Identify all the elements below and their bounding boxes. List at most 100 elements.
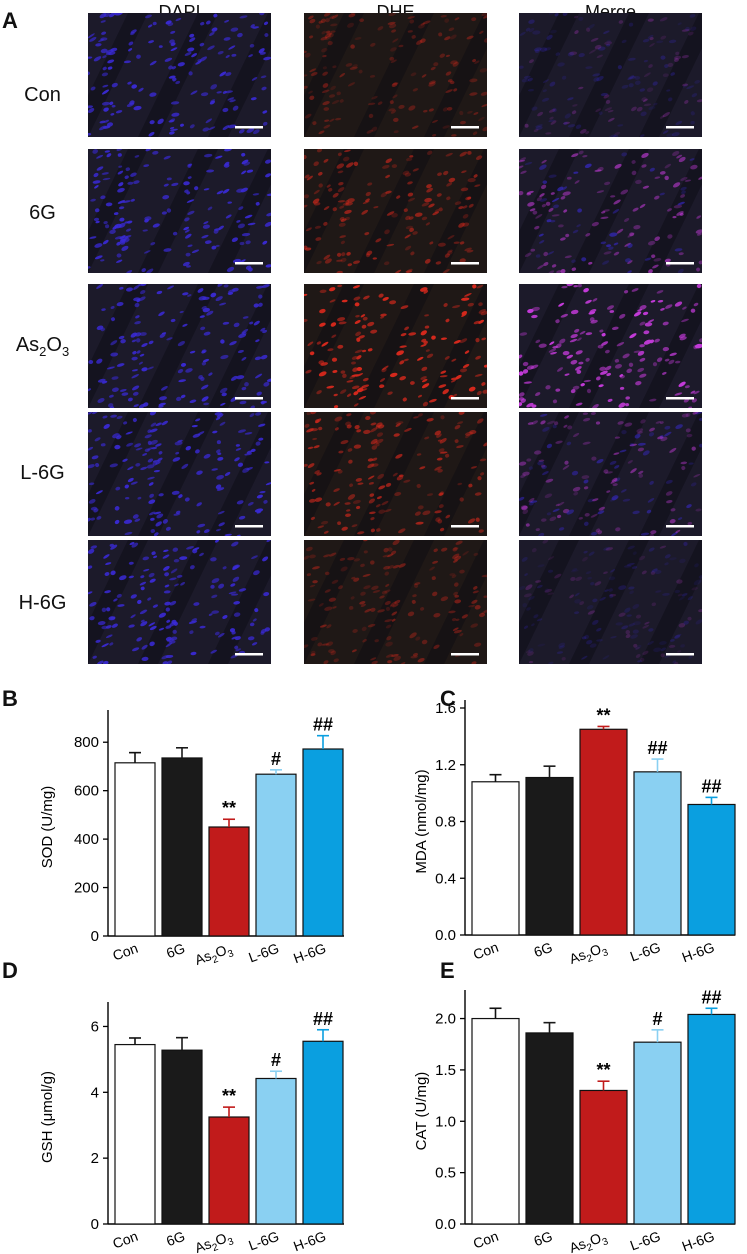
x-tick-label: H-6G xyxy=(291,1228,328,1254)
panel-c-letter: C xyxy=(440,686,456,711)
scale-bar xyxy=(666,653,694,656)
significance-label: ## xyxy=(701,987,721,1007)
y-tick-label: 600 xyxy=(74,783,99,800)
x-tick-label: L-6G xyxy=(628,1228,663,1254)
y-tick-label: 0.4 xyxy=(435,870,456,887)
row-label-h-6g: H-6G xyxy=(18,592,67,614)
bar-h-6g xyxy=(302,1040,344,1225)
y-tick-label: 1.5 xyxy=(435,1062,456,1079)
significance-label: # xyxy=(652,1009,662,1029)
x-tick-label: Con xyxy=(471,939,501,963)
x-tick-label: Con xyxy=(110,1228,140,1252)
y-tick-label: 1.0 xyxy=(435,1113,456,1130)
micrograph-dapi-row-5 xyxy=(88,540,271,664)
scale-bar xyxy=(451,525,479,528)
significance-label: ** xyxy=(596,1060,610,1080)
x-tick-label: 6G xyxy=(164,940,187,961)
bar-6g xyxy=(525,776,574,936)
mda-bar-chart: 0.0 0.4 0.8 1.2 1.6 MDA (nmol/mg) Con 6G ** As2O3… xyxy=(413,700,736,971)
y-axis-label: GSH (μmol/g) xyxy=(39,1071,56,1163)
bar-as2o3 xyxy=(579,1089,628,1225)
scale-bar xyxy=(451,262,479,265)
micrograph-merge-row-2 xyxy=(519,149,702,273)
scale-bar xyxy=(666,397,694,400)
micrograph-dapi-row-4 xyxy=(88,412,271,536)
panel-e-letter: E xyxy=(440,958,455,983)
y-tick-label: 0.0 xyxy=(435,927,456,944)
scale-bar xyxy=(235,126,263,129)
x-tick-label: As2O3 xyxy=(193,940,236,972)
bar-con xyxy=(114,762,156,937)
micrograph-merge-row-1 xyxy=(519,13,702,137)
x-tick-label: Con xyxy=(471,1228,501,1252)
micrograph-dhe-row-4 xyxy=(304,412,487,536)
scale-bar xyxy=(235,397,263,400)
row-label-6g: 6G xyxy=(29,202,56,224)
y-tick-label: 1.6 xyxy=(435,700,456,717)
micrograph-dapi-row-3 xyxy=(88,284,271,408)
row-label-as2o3: As2O3 xyxy=(15,334,70,359)
significance-label: ## xyxy=(701,776,721,796)
x-tick-label: As2O3 xyxy=(193,1228,236,1254)
row-label-l-6g: L-6G xyxy=(20,462,65,484)
y-tick-label: 2.0 xyxy=(435,1011,456,1028)
bar-l-6g xyxy=(255,773,297,937)
scale-bar xyxy=(235,525,263,528)
bar-con xyxy=(114,1043,156,1225)
y-axis-label: SOD (U/mg) xyxy=(39,786,56,869)
y-tick-label: 1.2 xyxy=(435,757,456,774)
scale-bar xyxy=(666,525,694,528)
x-tick-label: 6G xyxy=(164,1228,187,1249)
micrograph-dhe-row-2 xyxy=(304,149,487,273)
significance-label: # xyxy=(271,1050,281,1070)
significance-label: ## xyxy=(313,1009,333,1029)
y-tick-label: 2 xyxy=(91,1150,99,1167)
bar-h-6g xyxy=(302,748,344,937)
bar-as2o3 xyxy=(208,826,250,937)
significance-label: ** xyxy=(222,1086,236,1106)
scale-bar xyxy=(666,126,694,129)
y-axis-label: MDA (nmol/mg) xyxy=(413,769,430,873)
x-tick-label: L-6G xyxy=(628,939,663,965)
gsh-bar-chart: 0 2 4 6 GSH (μmol/g) Con 6G ** As2O3 # L-6G ## H-6G xyxy=(39,1002,344,1254)
x-tick-label: As2O3 xyxy=(567,1228,610,1254)
x-tick-label: L-6G xyxy=(246,940,281,966)
panel-a-letter: A xyxy=(2,8,18,33)
bar-con xyxy=(471,781,520,936)
x-tick-label: Con xyxy=(110,940,140,964)
y-tick-label: 4 xyxy=(91,1084,99,1101)
cat-bar-chart: 0.0 0.5 1.0 1.5 2.0 CAT (U/mg) Con 6G ** As2O3 # L-… xyxy=(413,987,736,1254)
x-tick-label: H-6G xyxy=(291,940,328,966)
y-tick-label: 200 xyxy=(74,880,99,897)
panel-d-letter: D xyxy=(2,958,18,983)
bar-6g xyxy=(161,1049,203,1225)
significance-label: # xyxy=(271,749,281,769)
bar-6g xyxy=(525,1032,574,1225)
scale-bar xyxy=(451,653,479,656)
bar-h-6g xyxy=(687,1013,736,1225)
micrograph-merge-row-5 xyxy=(519,540,702,664)
bar-as2o3 xyxy=(208,1116,250,1225)
y-tick-label: 0 xyxy=(91,928,99,945)
bar-l-6g xyxy=(633,771,682,936)
significance-label: ## xyxy=(313,715,333,735)
micrograph-dapi-row-2 xyxy=(88,149,271,273)
micrograph-dhe-row-5 xyxy=(304,540,487,664)
scale-bar xyxy=(451,126,479,129)
bar-as2o3 xyxy=(579,728,628,936)
significance-label: ## xyxy=(647,738,667,758)
micrograph-merge-row-4 xyxy=(519,412,702,536)
scale-bar xyxy=(666,262,694,265)
x-tick-label: L-6G xyxy=(246,1228,281,1254)
micrograph-dapi-row-1 xyxy=(88,13,271,137)
y-tick-label: 800 xyxy=(74,734,99,751)
significance-label: ** xyxy=(222,798,236,818)
scale-bar xyxy=(451,397,479,400)
bar-h-6g xyxy=(687,803,736,936)
micrograph-dhe-row-1 xyxy=(304,13,487,137)
bar-con xyxy=(471,1017,520,1225)
bar-6g xyxy=(161,757,203,937)
scale-bar xyxy=(235,653,263,656)
row-label-con: Con xyxy=(24,84,61,106)
x-tick-label: H-6G xyxy=(680,939,717,965)
